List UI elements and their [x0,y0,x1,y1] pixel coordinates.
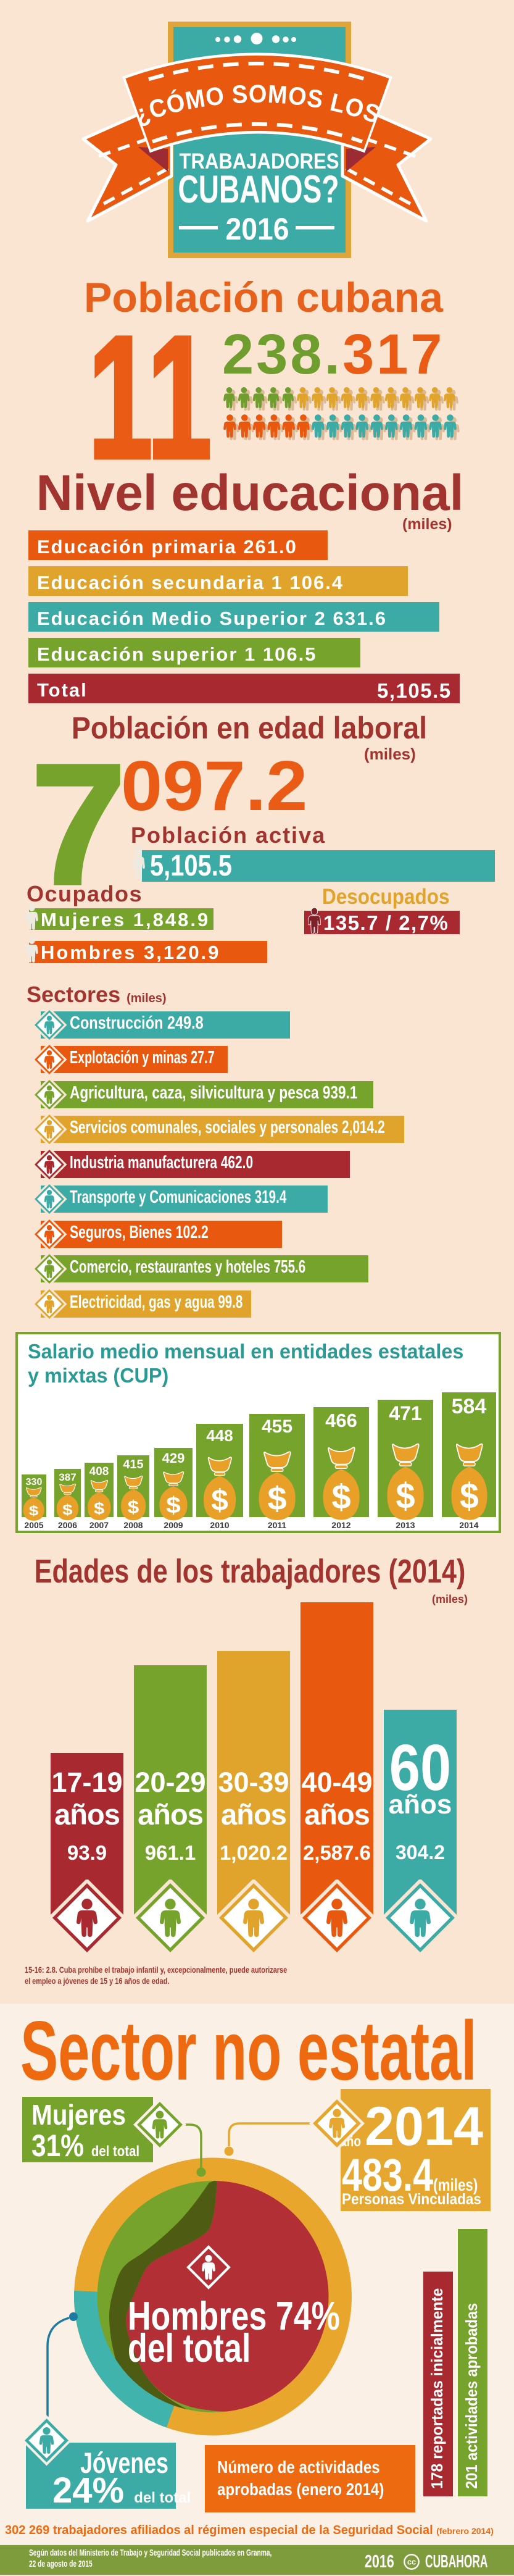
svg-text:cc: cc [407,2557,416,2567]
svg-text:$: $ [29,1503,39,1519]
svg-text:$: $ [128,1497,139,1518]
svg-text:$: $ [267,1480,286,1516]
svg-text:$: $ [331,1478,350,1516]
svg-text:$: $ [460,1476,479,1516]
svg-text:TRABAJADORES: TRABAJADORES [180,149,339,174]
svg-text:$: $ [211,1484,228,1517]
svg-text:2016: 2016 [226,212,289,246]
svg-text:$: $ [396,1476,415,1516]
svg-text:$: $ [166,1492,181,1518]
svg-text:$: $ [62,1502,72,1518]
svg-text:$: $ [94,1500,104,1518]
svg-text:CUBANOS?: CUBANOS? [178,168,339,211]
